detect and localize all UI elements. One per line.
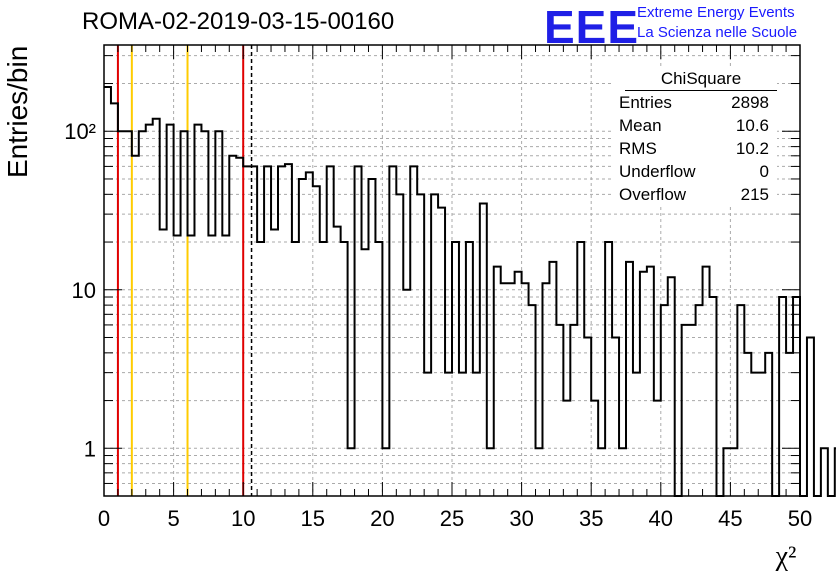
stats-value: 215 [740, 185, 769, 204]
x-tick-label: 45 [718, 506, 742, 531]
x-tick-label: 30 [509, 506, 533, 531]
stats-row: Mean 10.6 [611, 114, 777, 137]
stats-box: ChiSquare Entries 2898 Mean 10.6 RMS 10.… [611, 66, 777, 206]
stats-label: Overflow [619, 185, 687, 204]
reference-lines [116, 45, 253, 496]
stats-row: Underflow 0 [611, 160, 777, 183]
y-axis-label: Entries/bin [2, 45, 33, 178]
x-tick-label: 0 [98, 506, 110, 531]
stats-label: Mean [619, 116, 662, 135]
stats-value: 2898 [731, 93, 769, 112]
y-tick-label: 10 [72, 278, 96, 303]
axis-ticks [103, 45, 801, 497]
eee-logo: EEE [544, 1, 640, 53]
tick-labels: 0 5 10 15 20 25 30 35 40 45 50 1 10 10² [64, 119, 812, 531]
x-tick-label: 20 [370, 506, 394, 531]
x-tick-label: 15 [301, 506, 325, 531]
y-tick-label: 10² [64, 119, 96, 144]
stats-row: RMS 10.2 [611, 137, 777, 160]
y-tick-label: 1 [84, 436, 96, 461]
stats-label: Underflow [619, 162, 696, 181]
x-tick-label: 25 [440, 506, 464, 531]
x-tick-label: 50 [788, 506, 812, 531]
stats-title: ChiSquare [625, 69, 777, 91]
logo-line-2: La Scienza nelle Scuole [637, 24, 798, 41]
x-tick-label: 40 [649, 506, 673, 531]
stats-row: Overflow 215 [611, 183, 777, 206]
stats-label: Entries [619, 93, 672, 112]
x-axis-label: χ² [775, 541, 797, 572]
histogram-series [104, 86, 836, 497]
x-tick-label: 10 [231, 506, 255, 531]
chart-title: ROMA-02-2019-03-15-00160 [82, 8, 395, 35]
histogram-line [104, 86, 836, 497]
x-tick-label: 5 [167, 506, 179, 531]
stats-value: 10.2 [735, 139, 769, 158]
stats-value: 0 [759, 162, 769, 181]
stats-value: 10.6 [735, 116, 769, 135]
stats-row: Entries 2898 [611, 91, 777, 114]
logo-line-1: Extreme Energy Events [637, 4, 795, 21]
stats-label: RMS [619, 139, 657, 158]
x-tick-label: 35 [579, 506, 603, 531]
